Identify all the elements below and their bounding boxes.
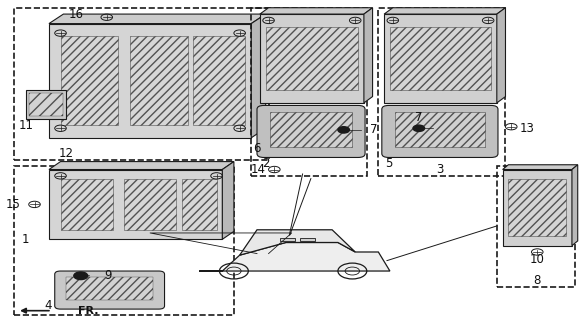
- Text: 10: 10: [530, 253, 545, 267]
- Text: 11: 11: [19, 119, 33, 132]
- Text: 15: 15: [5, 198, 20, 211]
- Polygon shape: [503, 170, 572, 246]
- Bar: [300, 238, 315, 241]
- Polygon shape: [260, 8, 372, 14]
- Bar: [15, 166, 234, 316]
- Text: 12: 12: [59, 147, 74, 160]
- Text: 8: 8: [534, 274, 541, 287]
- Bar: [193, 36, 246, 125]
- Bar: [130, 36, 187, 125]
- Bar: [182, 179, 217, 230]
- Bar: [61, 36, 118, 125]
- Text: FR.: FR.: [78, 306, 98, 316]
- Bar: [265, 27, 358, 90]
- Text: 7: 7: [370, 124, 377, 136]
- Polygon shape: [503, 165, 578, 170]
- Polygon shape: [251, 14, 265, 138]
- Text: 9: 9: [104, 269, 111, 282]
- Bar: [61, 179, 112, 230]
- FancyBboxPatch shape: [257, 105, 365, 157]
- Bar: [497, 166, 575, 287]
- Bar: [280, 238, 294, 241]
- Circle shape: [413, 125, 425, 132]
- Polygon shape: [49, 162, 234, 170]
- Polygon shape: [364, 8, 372, 103]
- Bar: [269, 112, 352, 147]
- Bar: [15, 8, 268, 160]
- Polygon shape: [384, 8, 506, 14]
- Bar: [124, 179, 176, 230]
- FancyBboxPatch shape: [55, 271, 165, 309]
- Text: 4: 4: [44, 300, 52, 312]
- Polygon shape: [260, 14, 364, 103]
- Polygon shape: [49, 170, 222, 239]
- Bar: [395, 112, 485, 147]
- Bar: [66, 277, 153, 300]
- Circle shape: [74, 272, 88, 280]
- Polygon shape: [49, 14, 265, 24]
- Bar: [390, 27, 491, 90]
- Bar: [378, 8, 506, 176]
- Text: 5: 5: [385, 157, 392, 170]
- Bar: [29, 93, 63, 116]
- Text: 13: 13: [520, 122, 535, 135]
- Text: 3: 3: [436, 163, 444, 176]
- Text: 14: 14: [251, 163, 265, 176]
- Bar: [26, 90, 66, 119]
- Polygon shape: [222, 162, 234, 239]
- Polygon shape: [49, 24, 251, 138]
- Polygon shape: [384, 14, 497, 103]
- Text: 16: 16: [69, 8, 84, 20]
- Polygon shape: [199, 243, 390, 271]
- Polygon shape: [497, 8, 506, 103]
- Polygon shape: [572, 165, 578, 246]
- Bar: [251, 8, 367, 176]
- Text: 7: 7: [415, 111, 423, 124]
- Polygon shape: [240, 230, 355, 255]
- Text: 6: 6: [253, 142, 261, 156]
- Bar: [508, 179, 566, 236]
- Text: 1: 1: [22, 233, 30, 246]
- FancyBboxPatch shape: [382, 105, 498, 157]
- Text: 2: 2: [262, 157, 270, 170]
- Circle shape: [338, 127, 349, 133]
